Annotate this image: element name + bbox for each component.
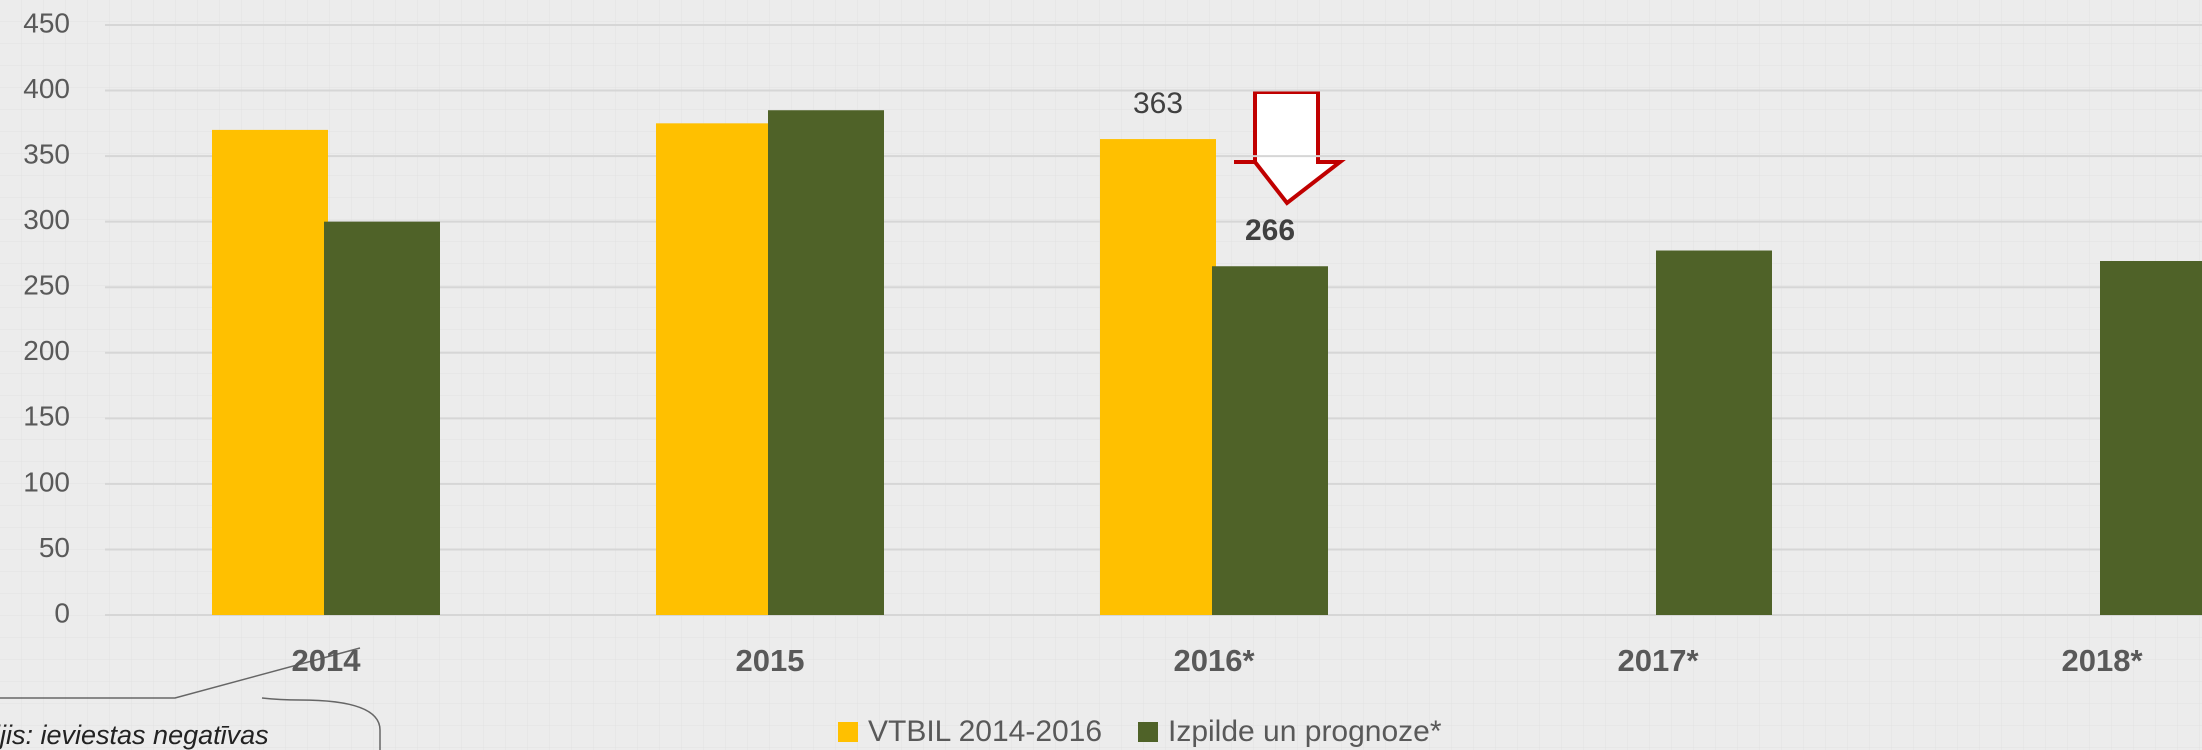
y-tick-label: 50 <box>39 532 70 563</box>
bar <box>1212 266 1328 615</box>
x-tick-label: 2014 <box>292 643 362 678</box>
x-tick-label: 2015 <box>736 643 805 678</box>
bar <box>1100 139 1216 616</box>
legend-label: VTBIL 2014-2016 <box>868 715 1102 748</box>
bar <box>2100 261 2202 615</box>
x-tick-label: 2017* <box>1617 643 1699 678</box>
y-tick-label: 0 <box>54 597 70 628</box>
bar <box>1656 250 1772 615</box>
bar <box>212 129 328 615</box>
y-tick-label: 300 <box>23 204 70 235</box>
legend-label: Izpilde un prognoze* <box>1168 715 1442 748</box>
y-tick-label: 250 <box>23 270 70 301</box>
y-tick-label: 150 <box>23 401 70 432</box>
legend-swatch <box>838 722 858 742</box>
y-tick-label: 450 <box>23 7 70 38</box>
bar <box>656 123 772 615</box>
y-tick-label: 200 <box>23 335 70 366</box>
y-tick-label: 100 <box>23 466 70 497</box>
down-arrow <box>1234 90 1346 206</box>
bar <box>768 110 884 615</box>
data-label: 266 <box>1245 214 1295 247</box>
y-tick-label: 350 <box>23 139 70 170</box>
bar <box>324 221 440 615</box>
x-tick-label: 2018* <box>2061 643 2143 678</box>
data-label: 363 <box>1133 87 1183 120</box>
y-tick-label: 400 <box>23 73 70 104</box>
x-tick-label: 2016* <box>1173 643 1255 678</box>
annotation: ijis: ieviestas negatīvas <box>0 720 269 750</box>
legend-swatch <box>1138 722 1158 742</box>
callout-line <box>0 647 381 750</box>
